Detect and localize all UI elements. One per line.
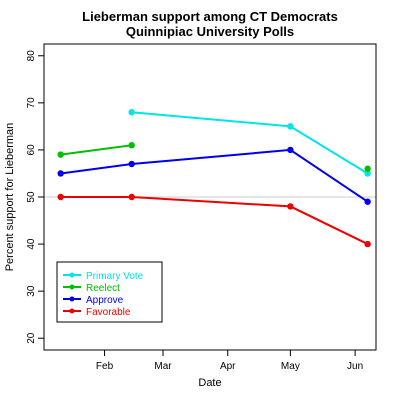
y-tick-label: 80 — [26, 50, 37, 62]
y-tick-label: 60 — [26, 144, 37, 156]
x-tick-label: Jun — [347, 361, 363, 372]
data-point-approve — [364, 198, 371, 205]
series-line-reelect — [60, 144, 132, 156]
data-point-primary-vote — [128, 109, 135, 116]
legend-label-primary-vote: Primary Vote — [86, 271, 144, 282]
y-axis-label: Percent support for Lieberman — [4, 123, 16, 272]
x-tick-label: Mar — [154, 361, 172, 372]
series-line-favorable — [60, 196, 369, 245]
x-axis-label: Date — [198, 377, 221, 389]
legend-label-reelect: Reelect — [86, 283, 120, 294]
series-primary-vote — [128, 109, 371, 177]
data-point-approve — [57, 170, 64, 177]
series-approve — [57, 146, 371, 205]
y-tick-label: 30 — [26, 285, 37, 297]
y-tick-label: 70 — [26, 97, 37, 109]
data-point-favorable — [57, 193, 64, 201]
data-point-favorable — [128, 193, 135, 201]
series-layer — [57, 109, 371, 248]
data-point-favorable — [364, 240, 371, 248]
data-point-primary-vote — [364, 170, 371, 177]
x-tick-label: Feb — [96, 361, 114, 372]
legend-marker-primary-vote — [69, 272, 75, 278]
series-line-approve — [60, 148, 369, 203]
legend-label-approve: Approve — [86, 295, 124, 306]
legend-label-favorable: Favorable — [86, 307, 131, 318]
y-tick-label: 20 — [26, 332, 37, 344]
legend-marker-approve — [69, 296, 75, 302]
data-point-approve — [128, 160, 135, 168]
data-point-reelect — [128, 142, 135, 149]
data-point-reelect — [364, 165, 371, 172]
x-tick-label: May — [281, 361, 300, 372]
x-axis: Feb Mar Apr May Jun — [96, 350, 363, 372]
data-point-approve — [287, 146, 294, 154]
chart-title-line-1: Lieberman support among CT Democrats — [82, 9, 338, 24]
legend-marker-favorable — [69, 308, 75, 314]
y-tick-label: 50 — [26, 191, 37, 203]
series-favorable — [57, 193, 371, 248]
data-point-reelect — [57, 151, 64, 158]
data-point-primary-vote — [287, 123, 294, 130]
x-tick-label: Apr — [220, 361, 236, 372]
series-reelect — [57, 142, 371, 172]
data-point-favorable — [287, 203, 294, 210]
y-axis: 20 30 40 50 60 70 80 — [26, 50, 44, 344]
legend-marker-reelect — [69, 284, 75, 290]
chart-title-line-2: Quinnipiac University Polls — [126, 24, 294, 39]
y-tick-label: 40 — [26, 238, 37, 250]
